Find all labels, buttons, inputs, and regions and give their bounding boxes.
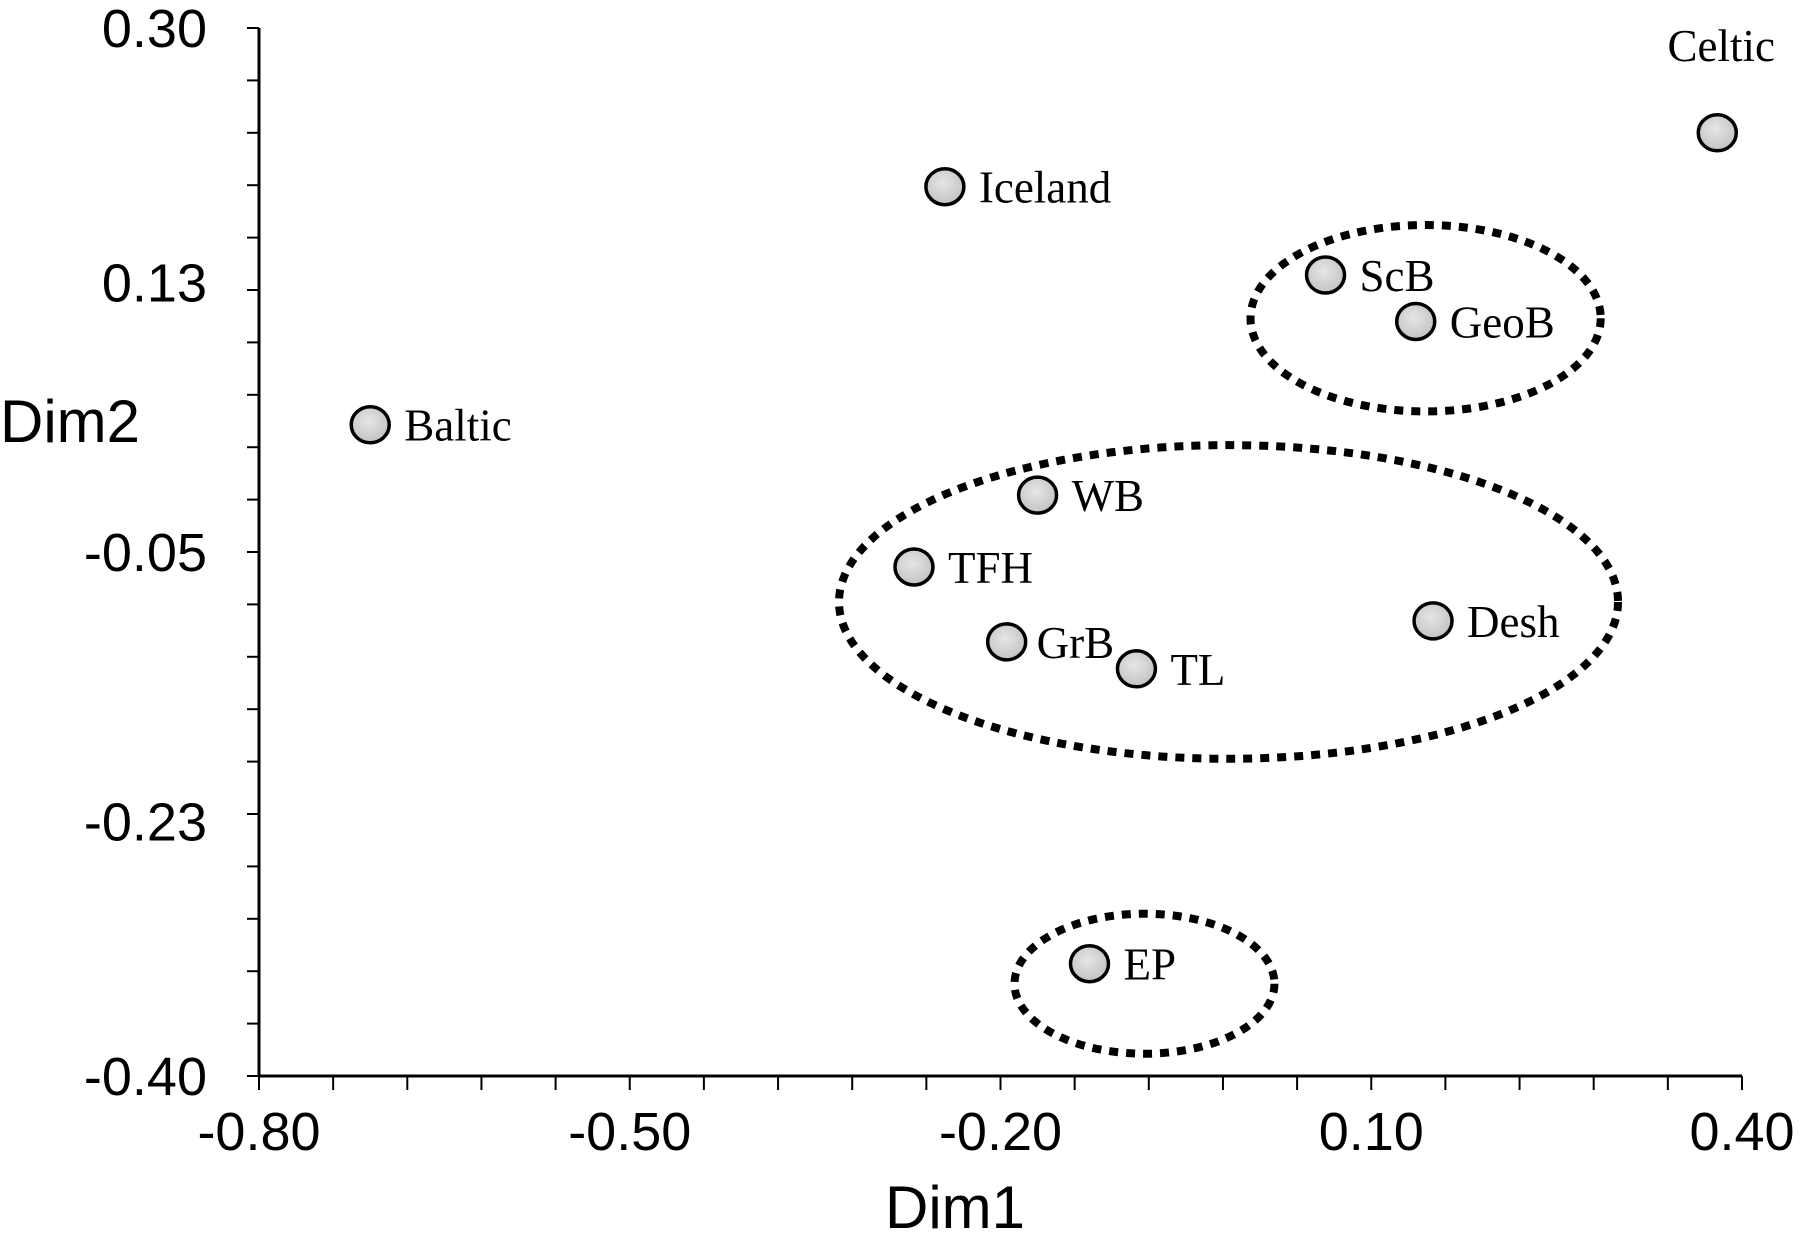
x-tick-label: 0.10 [1319,1102,1424,1162]
data-point [1068,943,1111,984]
x-tick-label: -0.20 [939,1102,1062,1162]
data-point [985,622,1028,662]
data-point [1016,475,1059,515]
point-label: GrB [1037,618,1115,668]
point-label: Celtic [1668,21,1775,71]
data-point [1696,113,1739,153]
point-label: Desh [1467,597,1559,647]
data-point [349,404,391,445]
data-point [924,166,966,207]
point-label: GeoB [1450,297,1555,347]
x-tick-label: -0.50 [568,1102,691,1162]
y-tick-label: 0.13 [102,254,207,314]
point-label: Baltic [404,401,511,451]
y-tick-label: -0.05 [84,523,207,583]
point-label: ScB [1360,251,1435,301]
y-tick-label: 0.30 [102,0,207,59]
x-axis-title: Dim1 [885,1174,1025,1237]
y-tick-label: -0.40 [84,1047,207,1107]
point-label: EP [1123,940,1176,990]
x-tick-label: 0.40 [1689,1102,1794,1162]
group-ellipse [1010,909,1279,1058]
data-point [1115,649,1158,689]
y-axis-title: Dim2 [0,388,140,455]
group-ellipse [1246,221,1605,416]
data-point [1412,601,1454,641]
data-point [1394,301,1437,342]
point-label: WB [1072,471,1145,521]
point-label: TFH [948,543,1033,593]
group-ellipses [834,221,1623,1058]
data-point [1304,255,1347,295]
y-tick-label: -0.23 [84,792,207,852]
group-ellipse [834,441,1623,763]
point-label: TL [1170,645,1225,695]
point-label: Iceland [979,163,1111,213]
axes: 0.30 0.13 -0.05 -0.23 -0.40-0.80 -0.50 -0.20 0.… [84,0,1795,1162]
data-point [893,547,935,587]
x-tick-label: -0.80 [197,1102,320,1162]
